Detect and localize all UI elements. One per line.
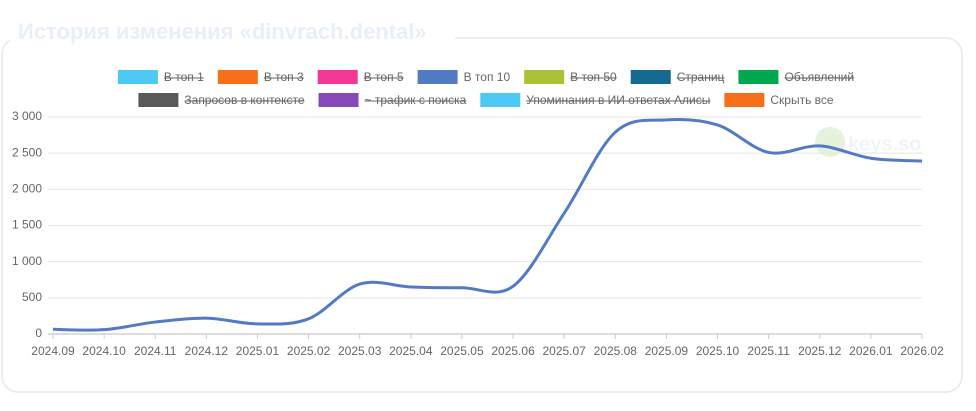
legend-swatch[interactable] [117, 70, 158, 84]
legend-swatch[interactable] [738, 70, 779, 84]
x-tick-label: 2025.05 [440, 344, 484, 358]
legend-label[interactable]: В топ 5 [364, 70, 404, 84]
legend-label[interactable]: В топ 3 [264, 70, 304, 84]
x-tick-label: 2025.06 [491, 344, 535, 358]
watermark: keys.so [848, 133, 921, 155]
x-tick-label: 2024.10 [82, 344, 126, 358]
legend-swatch[interactable] [317, 70, 358, 84]
legend-swatch[interactable] [630, 70, 671, 84]
y-tick-label: 0 [35, 326, 42, 340]
y-tick-label: 2 000 [12, 182, 42, 196]
legend-swatch[interactable] [524, 70, 565, 84]
card [1, 37, 963, 393]
legend-label[interactable]: Страниц [677, 70, 725, 84]
legend-label[interactable]: В топ 10 [464, 70, 511, 84]
legend-swatch[interactable] [138, 93, 179, 107]
legend-label[interactable]: ~ трафик с поиска [365, 93, 467, 107]
x-tick-label: 2025.03 [338, 344, 382, 358]
legend-swatch[interactable] [318, 93, 359, 107]
y-tick-label: 500 [22, 290, 42, 304]
x-tick-label: 2025.07 [542, 344, 586, 358]
chart-title: История изменения «dinvrach.dental» [18, 19, 427, 44]
legend-swatch[interactable] [417, 70, 458, 84]
x-tick-label: 2025.04 [389, 344, 433, 358]
legend-label[interactable]: Упоминания в ИИ ответах Алисы [526, 93, 710, 107]
x-tick-label: 2024.12 [185, 344, 229, 358]
x-tick-label: 2025.08 [594, 344, 638, 358]
x-tick-label: 2025.10 [696, 344, 740, 358]
legend-label[interactable]: Запросов в контексте [184, 93, 304, 107]
title-backdrop [10, 20, 455, 46]
x-tick-label: 2024.11 [134, 344, 177, 358]
y-tick-label: 2 500 [12, 145, 42, 159]
watermark-logo [815, 127, 845, 157]
legend-label[interactable]: Объявлений [784, 70, 854, 84]
x-tick-label: 2025.12 [798, 344, 842, 358]
y-tick-label: 1 000 [12, 254, 42, 268]
x-tick-label: 2026.01 [849, 344, 893, 358]
legend-label[interactable]: В топ 1 [164, 70, 204, 84]
legend-swatch[interactable] [724, 93, 765, 107]
y-tick-label: 1 500 [12, 218, 42, 232]
x-tick-label: 2026.02 [900, 344, 944, 358]
y-tick-label: 3 000 [12, 109, 42, 123]
legend-swatch[interactable] [480, 93, 521, 107]
x-tick-label: 2025.02 [287, 344, 331, 358]
legend-label[interactable]: Скрыть все [770, 93, 834, 107]
series-line [52, 117, 923, 332]
legend-swatch[interactable] [217, 70, 258, 84]
x-tick-label: 2025.01 [236, 344, 280, 358]
x-tick-label: 2025.09 [645, 344, 689, 358]
x-tick-label: 2024.09 [31, 344, 75, 358]
legend-label[interactable]: В топ 50 [570, 70, 617, 84]
x-tick-label: 2025.11 [747, 344, 790, 358]
